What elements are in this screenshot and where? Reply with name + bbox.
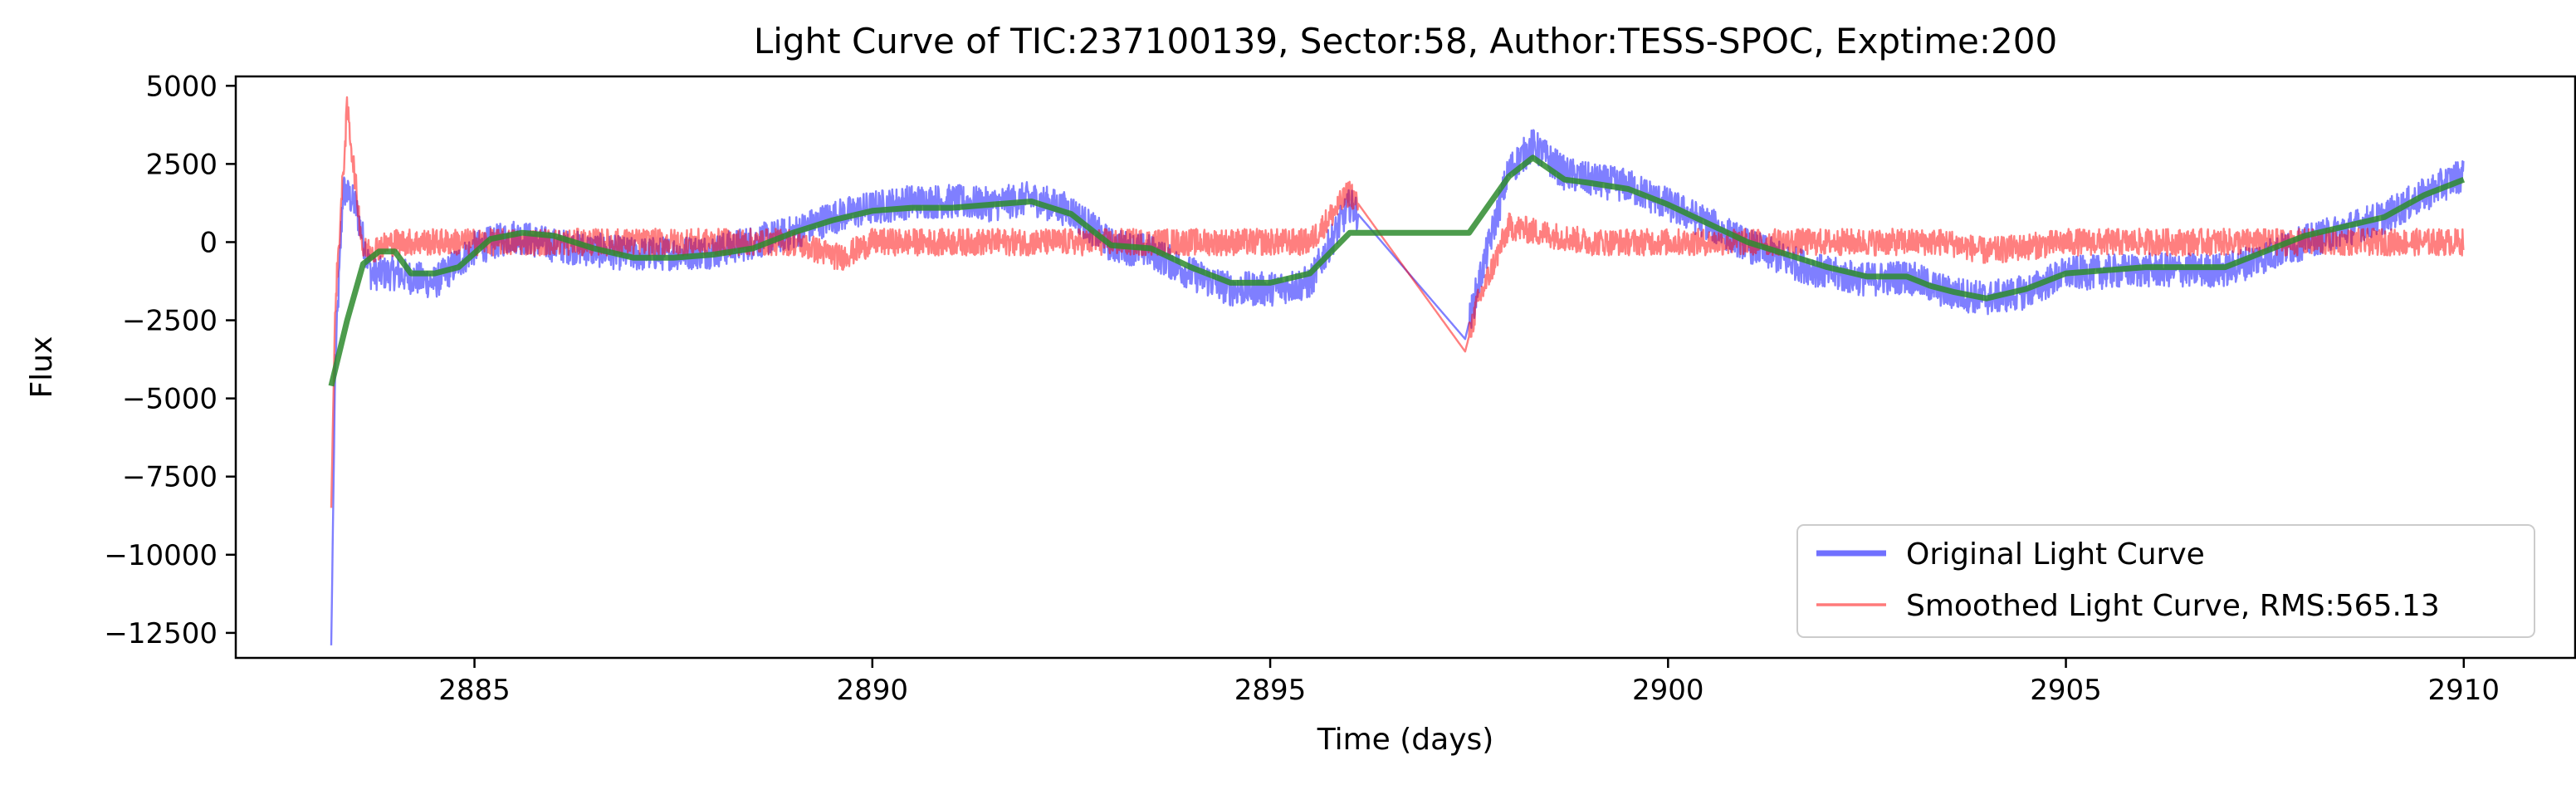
y-tick-label: −2500 [122, 305, 218, 338]
legend-box [1796, 524, 2535, 638]
y-tick-label: −12500 [104, 617, 218, 650]
y-tick-label: 0 [199, 226, 218, 259]
y-tick-label: 5000 [145, 70, 218, 103]
x-tick-label: 2890 [837, 674, 909, 707]
y-tick-label: −10000 [104, 539, 218, 572]
y-tick-label: −5000 [122, 383, 218, 416]
y-axis-label: Flux [25, 336, 59, 399]
x-ticks: 2885 2890 2895 2900 2905 2910 [438, 658, 2500, 707]
series-line-2 [328, 155, 2466, 387]
legend-label-original: Original Light Curve [1906, 537, 2205, 572]
x-tick-label: 2910 [2428, 674, 2500, 707]
series-line-1 [330, 96, 2465, 508]
plot-frame [234, 75, 2576, 660]
y-tick-label: 2500 [145, 148, 218, 181]
series-layer [328, 96, 2466, 645]
legend-label-smoothed: Smoothed Light Curve, RMS:565.13 [1906, 589, 2440, 623]
x-tick-label: 2885 [438, 674, 511, 707]
legend: Original Light Curve Smoothed Light Curv… [1796, 524, 2535, 638]
x-tick-label: 2895 [1234, 674, 1307, 707]
y-ticks: 5000 2500 0 −2500 −5000 −7500 −10000 −12500 [104, 70, 236, 650]
x-axis-label: Time (days) [1317, 723, 1494, 757]
x-tick-label: 2905 [2030, 674, 2102, 707]
x-tick-label: 2900 [1632, 674, 1704, 707]
chart-title: Light Curve of TIC:237100139, Sector:58,… [754, 21, 2057, 61]
y-tick-label: −7500 [122, 461, 218, 494]
